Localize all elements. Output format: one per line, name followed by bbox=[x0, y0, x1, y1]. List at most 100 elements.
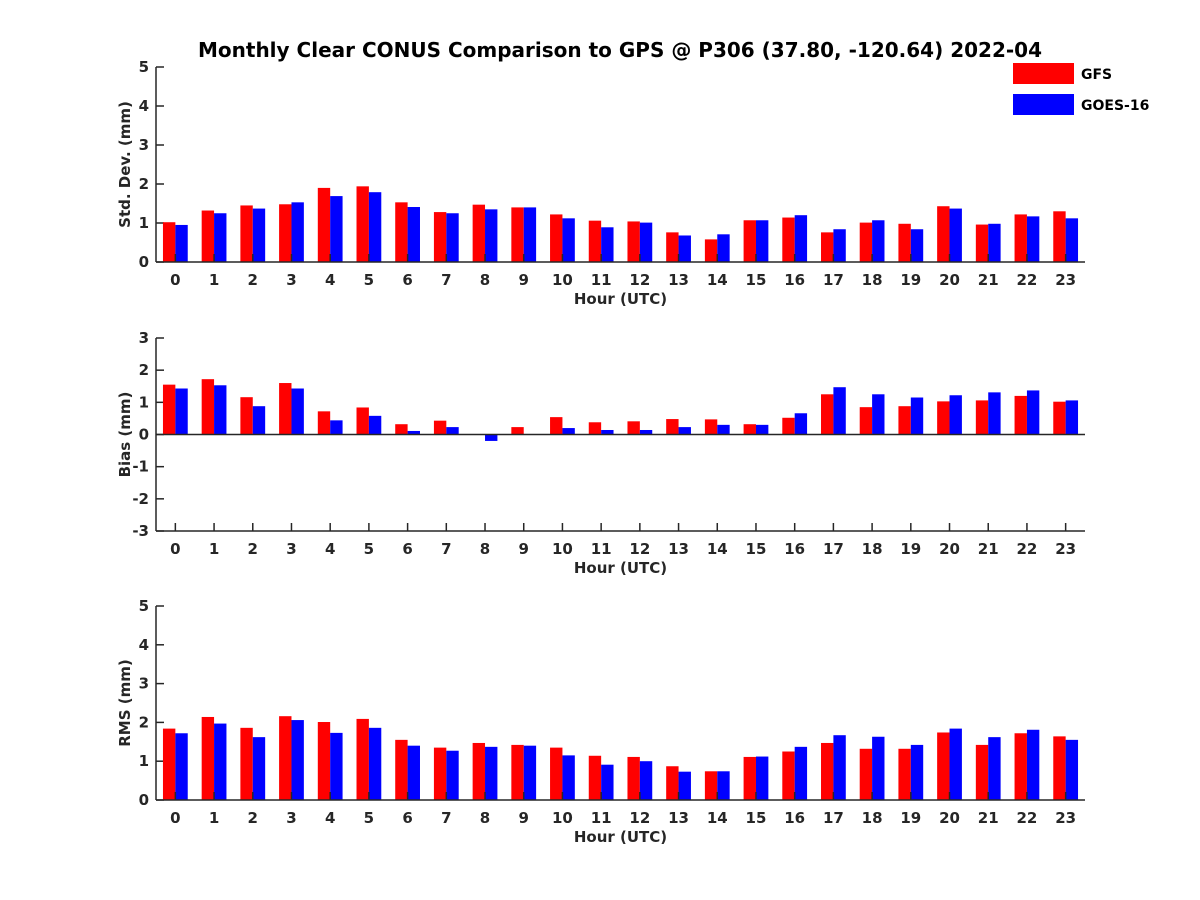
x-tick-label: 17 bbox=[823, 271, 844, 289]
bar-goes-16 bbox=[833, 387, 846, 435]
bar-gfs bbox=[821, 394, 834, 435]
y-tick-label: -3 bbox=[132, 522, 149, 540]
bar-goes-16 bbox=[291, 388, 304, 435]
bar-goes-16 bbox=[988, 737, 1001, 800]
y-tick-label: 1 bbox=[139, 214, 149, 232]
legend: GFS GOES-16 bbox=[1013, 63, 1149, 115]
bar-gfs bbox=[898, 223, 911, 262]
bar-gfs bbox=[588, 755, 602, 800]
x-tick-label: 7 bbox=[441, 271, 451, 289]
bar-goes-16 bbox=[755, 424, 769, 435]
bar-gfs bbox=[433, 212, 447, 262]
bar-goes-16 bbox=[601, 429, 614, 435]
x-tick-label: 6 bbox=[402, 809, 412, 827]
x-tick-label: 3 bbox=[286, 271, 296, 289]
y-tick-label: 0 bbox=[139, 791, 149, 809]
x-tick-label: 19 bbox=[900, 271, 921, 289]
bar-goes-16 bbox=[446, 750, 459, 800]
y-tick-label: 1 bbox=[139, 393, 149, 411]
bar-goes-16 bbox=[1065, 400, 1079, 435]
bar-goes-16 bbox=[1065, 739, 1079, 800]
x-tick-label: 22 bbox=[1017, 809, 1038, 827]
y-tick-label: 0 bbox=[139, 426, 149, 444]
bar-goes-16 bbox=[717, 771, 730, 800]
y-tick-label: 4 bbox=[139, 97, 149, 115]
y-axis-label: Bias (mm) bbox=[116, 392, 134, 478]
bar-gfs bbox=[395, 424, 408, 435]
bar-goes-16 bbox=[910, 229, 924, 262]
legend-swatch-goes-16 bbox=[1013, 94, 1074, 115]
bar-gfs bbox=[975, 744, 989, 800]
x-tick-label: 21 bbox=[978, 809, 999, 827]
bar-goes-16 bbox=[214, 213, 227, 262]
bar-goes-16 bbox=[1026, 216, 1040, 262]
x-tick-label: 19 bbox=[900, 809, 921, 827]
bar-gfs bbox=[279, 716, 292, 800]
bar-goes-16 bbox=[910, 744, 924, 800]
bar-goes-16 bbox=[330, 196, 343, 262]
x-tick-label: 6 bbox=[402, 271, 412, 289]
bar-goes-16 bbox=[949, 208, 962, 262]
x-tick-label: 20 bbox=[939, 271, 960, 289]
bar-gfs bbox=[162, 222, 176, 262]
x-tick-label: 6 bbox=[402, 540, 412, 558]
legend-label-gfs: GFS bbox=[1081, 67, 1112, 83]
bar-goes-16 bbox=[794, 746, 808, 800]
bar-goes-16 bbox=[330, 420, 343, 435]
bar-gfs bbox=[1053, 736, 1066, 800]
y-tick-label: 3 bbox=[139, 675, 149, 693]
bar-gfs bbox=[511, 744, 524, 800]
y-tick-label: -2 bbox=[132, 490, 149, 508]
x-tick-label: 11 bbox=[591, 271, 612, 289]
x-tick-label: 12 bbox=[629, 809, 650, 827]
x-tick-label: 5 bbox=[364, 809, 374, 827]
x-tick-label: 14 bbox=[707, 540, 728, 558]
bar-gfs bbox=[937, 401, 950, 435]
bar-gfs bbox=[588, 220, 602, 262]
y-tick-label: 2 bbox=[139, 361, 149, 379]
x-tick-label: 16 bbox=[784, 540, 805, 558]
x-tick-label: 15 bbox=[746, 540, 767, 558]
bar-goes-16 bbox=[910, 397, 924, 435]
bar-goes-16 bbox=[562, 428, 575, 435]
bar-goes-16 bbox=[639, 761, 653, 800]
bar-goes-16 bbox=[988, 223, 1001, 262]
bar-gfs bbox=[937, 732, 950, 800]
bar-gfs bbox=[395, 202, 408, 262]
x-tick-label: 13 bbox=[668, 540, 689, 558]
bar-gfs bbox=[162, 384, 176, 435]
x-tick-label: 14 bbox=[707, 809, 728, 827]
bar-gfs bbox=[627, 756, 640, 800]
bar-gfs bbox=[395, 739, 408, 800]
x-tick-label: 15 bbox=[746, 809, 767, 827]
bar-gfs bbox=[511, 427, 524, 435]
x-tick-label: 2 bbox=[248, 809, 258, 827]
bar-goes-16 bbox=[446, 213, 459, 262]
bar-gfs bbox=[627, 421, 640, 435]
x-tick-label: 1 bbox=[209, 271, 219, 289]
x-tick-label: 16 bbox=[784, 271, 805, 289]
bar-goes-16 bbox=[214, 385, 227, 435]
bar-gfs bbox=[743, 756, 756, 800]
legend-swatch-gfs bbox=[1013, 63, 1074, 84]
x-tick-label: 11 bbox=[591, 540, 612, 558]
bar-gfs bbox=[240, 397, 253, 435]
bar-goes-16 bbox=[175, 388, 188, 435]
bar-goes-16 bbox=[523, 207, 537, 262]
bar-gfs bbox=[743, 220, 756, 262]
bar-gfs bbox=[859, 407, 873, 435]
y-tick-label: -1 bbox=[132, 458, 149, 476]
bar-gfs bbox=[975, 224, 989, 262]
bar-goes-16 bbox=[407, 430, 420, 435]
bar-goes-16 bbox=[601, 227, 614, 262]
x-tick-label: 0 bbox=[170, 271, 180, 289]
y-axis-label: RMS (mm) bbox=[116, 659, 134, 746]
x-tick-label: 2 bbox=[248, 271, 258, 289]
bar-gfs bbox=[279, 383, 292, 435]
bar-goes-16 bbox=[485, 209, 498, 262]
x-tick-label: 4 bbox=[325, 540, 335, 558]
bar-gfs bbox=[1053, 401, 1066, 435]
